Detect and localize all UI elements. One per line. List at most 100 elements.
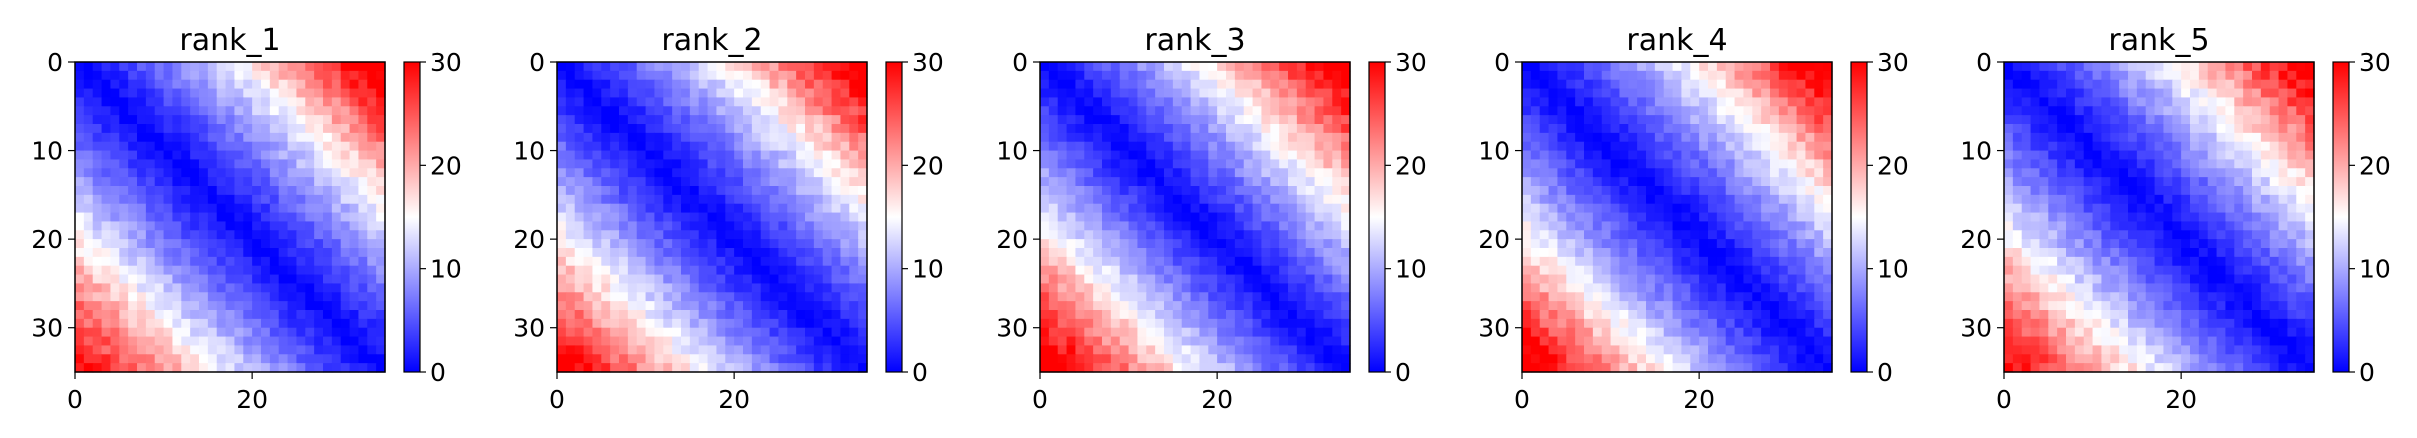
heatmap-cell [119,186,129,196]
heatmap-cell [592,345,602,355]
heatmap-cell [216,212,227,223]
heatmap-cell [743,292,753,302]
heatmap-cell [1663,62,1674,72]
heatmap-cell [716,97,726,107]
heatmap-cell [1128,186,1139,196]
heatmap-cell [1288,159,1298,169]
heatmap-cell [1208,301,1218,311]
heatmap-cell [101,265,112,276]
heatmap-cell [743,159,753,169]
heatmap-cell [358,310,368,320]
heatmap-cell [1279,345,1289,355]
heatmap-cell [1566,221,1576,231]
heatmap-cell [751,283,762,293]
heatmap-cell [1690,221,1700,231]
heatmap-cell [1654,212,1665,223]
heatmap-cell [1146,292,1156,302]
heatmap-cell [1539,203,1550,214]
heatmap-cell [1575,62,1585,72]
heatmap-cell [305,265,315,276]
heatmap-cell [1075,283,1085,293]
heatmap-cell [1314,124,1325,134]
heatmap-cell [1646,159,1656,169]
heatmap-cell [331,239,342,249]
heatmap-cell [1040,336,1050,347]
heatmap-cell [1522,256,1532,267]
heatmap-cell [92,274,103,285]
heatmap-cell [672,62,682,72]
heatmap-cell [1261,230,1271,240]
heatmap-cell [145,310,156,320]
heatmap-cell [331,274,342,285]
heatmap-cell [216,292,227,302]
heatmap-cell [1601,283,1612,293]
heatmap-cell [698,345,709,355]
heatmap-cell [654,115,664,125]
heatmap-cell [1270,354,1280,364]
heatmap-cell [1796,345,1807,355]
heatmap-cell [1637,310,1647,320]
heatmap-cell [751,115,762,125]
heatmap-cell [199,168,209,178]
heatmap-cell [1102,79,1112,90]
heatmap-cell [190,248,200,258]
heatmap-cell [243,150,253,161]
heatmap-cell [101,186,112,196]
heatmap-cell [760,274,771,285]
heatmap-cell [1075,345,1085,355]
heatmap-cell [252,354,262,364]
heatmap-cell [769,310,780,320]
heatmap-cell [1270,292,1280,302]
heatmap-cell [1093,248,1103,258]
heatmap-cell [340,363,351,373]
heatmap-cell [75,230,85,240]
heatmap-cell [689,194,700,205]
heatmap-cell [190,88,200,99]
heatmap-cell [1743,221,1753,231]
heatmap-cell [805,292,815,302]
heatmap-cell [619,115,629,125]
heatmap-cell [1332,292,1342,302]
heatmap-cell [1787,327,1798,338]
heatmap-cell [1119,186,1130,196]
heatmap-cell [323,212,333,223]
heatmap-cell [734,318,744,329]
heatmap-cell [627,256,638,267]
heatmap-cell [1734,363,1745,373]
heatmap-cell [822,310,833,320]
heatmap-cell [1323,62,1333,72]
heatmap-cell [716,283,726,293]
heatmap-cell [1823,301,1833,311]
heatmap-cell [610,177,620,187]
heatmap-cell [689,301,700,311]
heatmap-cell [760,318,771,329]
heatmap-cell [1341,194,1351,205]
heatmap-cell [636,79,647,90]
heatmap-cell [654,124,664,134]
heatmap-cell [331,292,342,302]
heatmap-cell [181,265,191,276]
heatmap-cell [1296,283,1307,293]
heatmap-cell [1093,336,1103,347]
heatmap-cell [1332,106,1342,116]
heatmap-cell [654,141,664,152]
heatmap-cell [565,230,576,240]
heatmap-cell [849,221,859,231]
heatmap-cell [1199,221,1209,231]
heatmap-cell [1164,97,1174,107]
heatmap-cell [734,194,744,205]
heatmap-cell [1305,301,1316,311]
heatmap-cell [252,194,262,205]
heatmap-cell [101,88,112,99]
heatmap-cell [1654,168,1665,178]
heatmap-cell [154,168,165,178]
heatmap-cell [314,265,324,276]
heatmap-cell [1770,150,1780,161]
heatmap-cell [1181,265,1192,276]
heatmap-cell [1323,124,1333,134]
heatmap-cell [1734,150,1745,161]
heatmap-cell [163,310,174,320]
heatmap-cell [331,248,342,258]
heatmap-cell [216,301,227,311]
heatmap-cell [154,248,165,258]
